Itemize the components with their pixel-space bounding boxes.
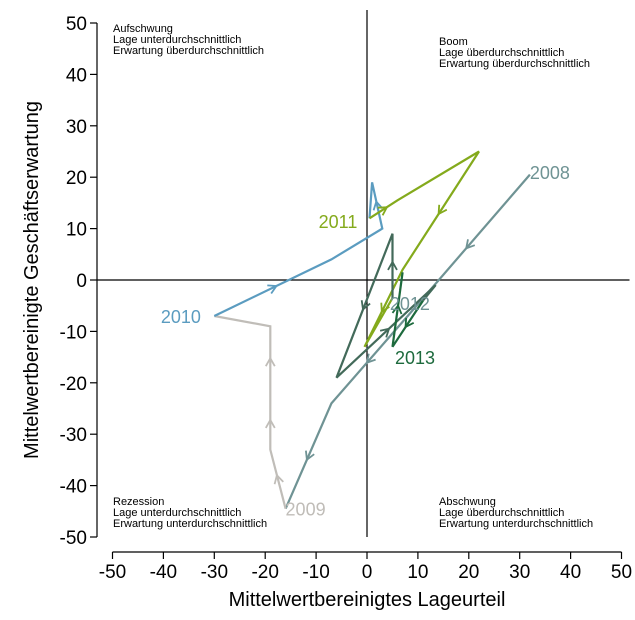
year-label-2008: 2008 [530, 163, 570, 183]
y-tick-label: 50 [66, 14, 87, 35]
year-label-2012: 2012 [390, 294, 430, 314]
x-tick-label: 30 [509, 562, 530, 583]
x-tick-label: -10 [302, 562, 329, 583]
series-line-2010 [214, 182, 382, 316]
x-tick-label: 50 [611, 562, 632, 583]
y-tick-label: -40 [60, 477, 87, 498]
year-label-2009: 2009 [286, 500, 326, 520]
y-tick-label: 0 [76, 271, 87, 292]
quadrant-text: Erwartung unterdurchschnittlich [439, 518, 593, 530]
x-tick-label: -30 [201, 562, 228, 583]
series-2009 [214, 316, 285, 509]
y-tick-label: -30 [60, 425, 87, 446]
x-tick-label: 0 [362, 562, 373, 583]
x-tick-label: -40 [150, 562, 177, 583]
x-axis-title: Mittelwertbereinigtes Lageurteil [229, 589, 506, 611]
y-tick-label: 20 [66, 168, 87, 189]
series-2011 [364, 151, 479, 346]
y-tick-label: -10 [60, 322, 87, 343]
quadrant-text: Erwartung überdurchschnittlich [113, 45, 264, 57]
x-tick-label: -50 [99, 562, 126, 583]
y-tick-label: -20 [60, 374, 87, 395]
series-line-2011 [365, 152, 480, 347]
x-tick-label: 20 [458, 562, 479, 583]
y-tick-label: 40 [66, 65, 87, 86]
year-label-2010: 2010 [161, 307, 201, 327]
x-tick-label: -20 [251, 562, 278, 583]
year-label-2013: 2013 [395, 348, 435, 368]
quadrant-text: Erwartung unterdurchschnittlich [113, 518, 267, 530]
quadrant-text: Erwartung überdurchschnittlich [439, 58, 590, 70]
series-2010 [214, 182, 382, 316]
y-tick-label: -50 [60, 528, 87, 549]
x-tick-label: 10 [407, 562, 428, 583]
x-tick-label: 40 [560, 562, 581, 583]
y-tick-label: 10 [66, 220, 87, 241]
y-tick-label: 30 [66, 117, 87, 138]
y-axis-title: Mittelwertbereinigte Geschäftserwartung [21, 101, 43, 459]
year-label-2011: 2011 [319, 212, 358, 232]
